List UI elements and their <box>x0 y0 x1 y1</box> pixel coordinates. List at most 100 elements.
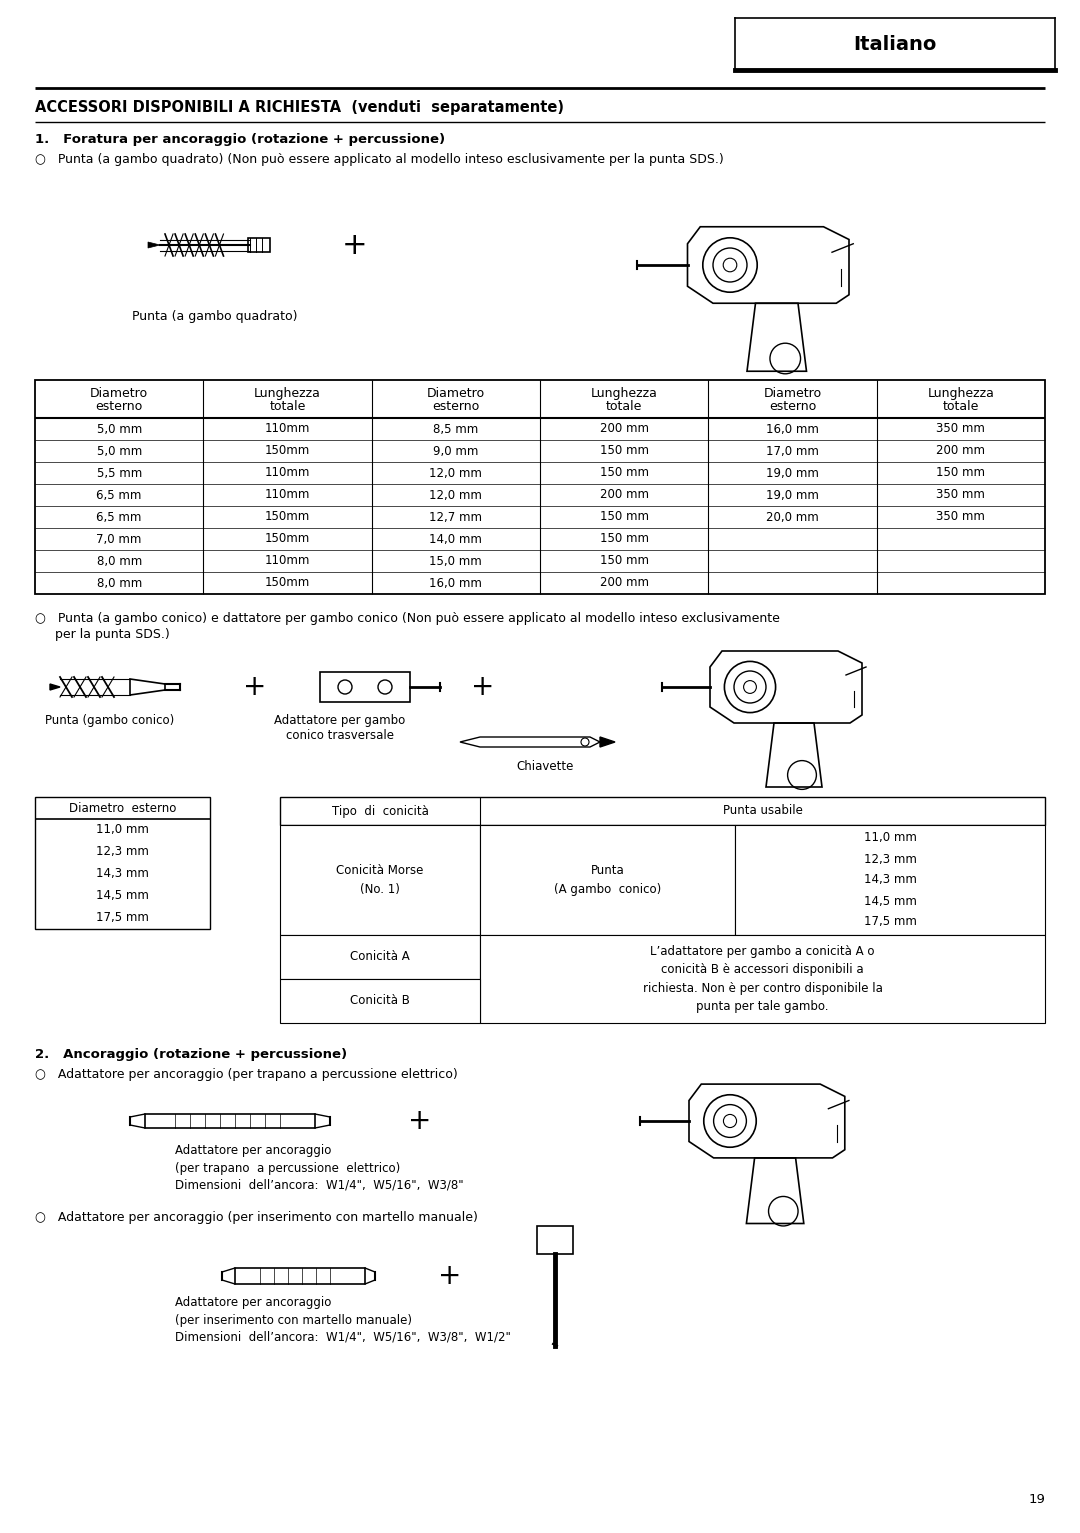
Text: 350 mm: 350 mm <box>936 423 985 435</box>
Text: 150mm: 150mm <box>265 576 310 590</box>
Text: 19,0 mm: 19,0 mm <box>766 466 819 480</box>
Text: 8,0 mm: 8,0 mm <box>96 555 141 567</box>
Polygon shape <box>50 684 60 690</box>
Text: ○   Punta (a gambo quadrato) (Non può essere applicato al modello inteso esclusi: ○ Punta (a gambo quadrato) (Non può esse… <box>35 153 724 166</box>
Text: per la punta SDS.): per la punta SDS.) <box>35 629 170 641</box>
Text: 12,3 mm: 12,3 mm <box>96 846 149 858</box>
Bar <box>248 238 270 253</box>
Bar <box>537 1226 573 1254</box>
Text: Diametro: Diametro <box>427 386 485 400</box>
Text: Punta usabile: Punta usabile <box>723 805 802 817</box>
Text: +: + <box>243 673 267 701</box>
Text: 17,5 mm: 17,5 mm <box>96 912 149 924</box>
Text: 5,0 mm: 5,0 mm <box>96 423 141 435</box>
Bar <box>280 935 480 980</box>
Text: 19,0 mm: 19,0 mm <box>766 489 819 501</box>
Text: 150 mm: 150 mm <box>599 445 649 457</box>
Text: 150mm: 150mm <box>265 510 310 523</box>
Text: 150 mm: 150 mm <box>599 555 649 567</box>
Text: 14,0 mm: 14,0 mm <box>430 532 483 546</box>
Text: Diametro: Diametro <box>764 386 822 400</box>
Bar <box>280 797 1045 825</box>
Text: 1.   Foratura per ancoraggio (rotazione + percussione): 1. Foratura per ancoraggio (rotazione + … <box>35 133 445 146</box>
Text: ○   Adattatore per ancoraggio (per inserimento con martello manuale): ○ Adattatore per ancoraggio (per inserim… <box>35 1211 477 1223</box>
Text: 350 mm: 350 mm <box>936 510 985 523</box>
Text: Punta (a gambo quadrato): Punta (a gambo quadrato) <box>132 310 298 323</box>
Text: Conicità A: Conicità A <box>350 950 410 964</box>
Text: 350 mm: 350 mm <box>936 489 985 501</box>
Bar <box>145 1114 315 1128</box>
Text: Diametro  esterno: Diametro esterno <box>69 802 176 814</box>
Text: 150 mm: 150 mm <box>599 510 649 523</box>
Bar <box>735 825 1045 935</box>
Text: totale: totale <box>269 400 306 412</box>
Bar <box>35 797 210 929</box>
Text: 6,5 mm: 6,5 mm <box>96 489 141 501</box>
Text: +: + <box>471 673 495 701</box>
Bar <box>235 1268 365 1285</box>
Text: 150 mm: 150 mm <box>599 532 649 546</box>
Text: Lunghezza: Lunghezza <box>591 386 658 400</box>
Text: Diametro: Diametro <box>90 386 148 400</box>
Text: 14,5 mm: 14,5 mm <box>96 889 149 903</box>
Text: Punta (gambo conico): Punta (gambo conico) <box>45 714 175 727</box>
Text: Adattatore per gambo
conico trasversale: Adattatore per gambo conico trasversale <box>274 714 406 742</box>
Text: 7,0 mm: 7,0 mm <box>96 532 141 546</box>
Text: 12,7 mm: 12,7 mm <box>430 510 483 523</box>
Text: esterno: esterno <box>95 400 143 412</box>
Text: 5,5 mm: 5,5 mm <box>96 466 141 480</box>
Text: 19: 19 <box>1028 1493 1045 1505</box>
Text: L’adattatore per gambo a conicità A o
conicità B è accessori disponibili a
richi: L’adattatore per gambo a conicità A o co… <box>643 944 882 1013</box>
Text: +: + <box>438 1262 461 1289</box>
Text: 150 mm: 150 mm <box>599 466 649 480</box>
Polygon shape <box>148 242 160 248</box>
Text: 15,0 mm: 15,0 mm <box>430 555 482 567</box>
Bar <box>480 825 735 935</box>
Text: Lunghezza: Lunghezza <box>928 386 995 400</box>
Text: ○   Adattatore per ancoraggio (per trapano a percussione elettrico): ○ Adattatore per ancoraggio (per trapano… <box>35 1069 458 1081</box>
Text: 5,0 mm: 5,0 mm <box>96 445 141 457</box>
Text: esterno: esterno <box>432 400 480 412</box>
Text: ACCESSORI DISPONIBILI A RICHIESTA  (venduti  separatamente): ACCESSORI DISPONIBILI A RICHIESTA (vendu… <box>35 100 564 115</box>
Bar <box>480 935 1045 1023</box>
Text: Dimensioni  dell’ancora:  W1/4",  W5/16",  W3/8": Dimensioni dell’ancora: W1/4", W5/16", W… <box>175 1177 463 1191</box>
Text: 14,3 mm: 14,3 mm <box>96 868 149 880</box>
Text: +: + <box>408 1107 432 1134</box>
Text: 200 mm: 200 mm <box>936 445 985 457</box>
Polygon shape <box>600 737 615 747</box>
Text: 110mm: 110mm <box>265 555 310 567</box>
Text: Chiavette: Chiavette <box>516 760 573 773</box>
Text: Lunghezza: Lunghezza <box>254 386 321 400</box>
Text: 110mm: 110mm <box>265 466 310 480</box>
Text: totale: totale <box>606 400 643 412</box>
Text: 16,0 mm: 16,0 mm <box>766 423 819 435</box>
Text: 150 mm: 150 mm <box>936 466 985 480</box>
Text: Punta
(A gambo  conico): Punta (A gambo conico) <box>554 865 661 895</box>
Text: Italiano: Italiano <box>853 35 936 54</box>
Text: 150mm: 150mm <box>265 445 310 457</box>
Text: 200 mm: 200 mm <box>599 423 649 435</box>
Text: Tipo  di  conicità: Tipo di conicità <box>332 805 429 817</box>
Text: Conicità Morse
(No. 1): Conicità Morse (No. 1) <box>336 865 423 895</box>
Text: 9,0 mm: 9,0 mm <box>433 445 478 457</box>
Text: 200 mm: 200 mm <box>599 489 649 501</box>
Text: 8,5 mm: 8,5 mm <box>433 423 478 435</box>
Text: 8,0 mm: 8,0 mm <box>96 576 141 590</box>
Bar <box>320 671 410 702</box>
Text: ○   Punta (a gambo conico) e dattatore per gambo conico (Non può essere applicat: ○ Punta (a gambo conico) e dattatore per… <box>35 612 780 625</box>
Text: +: + <box>342 230 368 259</box>
Text: Dimensioni  dell’ancora:  W1/4",  W5/16",  W3/8",  W1/2": Dimensioni dell’ancora: W1/4", W5/16", W… <box>175 1331 511 1343</box>
Text: Adattatore per ancoraggio
(per trapano  a percussione  elettrico): Adattatore per ancoraggio (per trapano a… <box>175 1144 401 1174</box>
Text: Adattatore per ancoraggio
(per inserimento con martello manuale): Adattatore per ancoraggio (per inserimen… <box>175 1295 411 1328</box>
Bar <box>280 980 480 1023</box>
Text: 110mm: 110mm <box>265 489 310 501</box>
Text: 12,0 mm: 12,0 mm <box>430 466 483 480</box>
Text: 6,5 mm: 6,5 mm <box>96 510 141 523</box>
Text: 110mm: 110mm <box>265 423 310 435</box>
Text: 11,0 mm: 11,0 mm <box>96 823 149 837</box>
Text: 11,0 mm
12,3 mm
14,3 mm
14,5 mm
17,5 mm: 11,0 mm 12,3 mm 14,3 mm 14,5 mm 17,5 mm <box>864 831 917 929</box>
Text: 20,0 mm: 20,0 mm <box>766 510 819 523</box>
Bar <box>280 825 480 935</box>
Text: 17,0 mm: 17,0 mm <box>766 445 819 457</box>
Text: 150mm: 150mm <box>265 532 310 546</box>
